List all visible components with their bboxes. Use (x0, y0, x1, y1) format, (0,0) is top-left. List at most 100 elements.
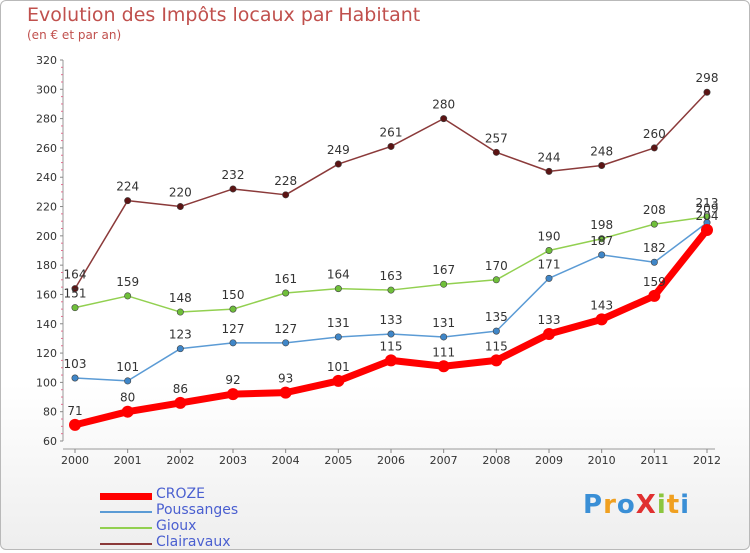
data-label: 86 (173, 382, 188, 396)
x-tick-label: 2008 (482, 454, 510, 467)
y-tick-label: 160 (36, 288, 57, 301)
data-point (545, 247, 553, 255)
data-label: 298 (696, 71, 719, 85)
data-point (492, 327, 500, 335)
legend-swatch (100, 492, 152, 500)
data-point (174, 396, 187, 409)
data-point (703, 88, 711, 96)
y-tick-label: 140 (36, 318, 57, 331)
data-point (121, 405, 134, 418)
data-label: 204 (696, 209, 719, 223)
data-label: 261 (380, 125, 403, 139)
data-label: 127 (222, 322, 245, 336)
data-label: 148 (169, 291, 192, 305)
data-point (71, 285, 79, 293)
data-label: 170 (485, 259, 508, 273)
data-label: 232 (222, 168, 245, 182)
y-tick-label: 320 (36, 54, 57, 67)
data-point (332, 374, 345, 387)
chart-title: Evolution des Impôts locaux par Habitant (27, 4, 421, 26)
data-label: 163 (380, 269, 403, 283)
y-tick-label: 100 (36, 376, 57, 389)
data-point (227, 388, 239, 401)
x-tick-label: 2007 (430, 454, 458, 467)
data-point (176, 345, 184, 353)
data-point (440, 333, 448, 341)
logo-letter: i (680, 490, 691, 520)
data-point (598, 162, 606, 170)
data-point (229, 305, 237, 313)
data-label: 159 (643, 275, 666, 289)
data-point (437, 360, 450, 373)
data-point (650, 258, 658, 266)
data-label: 71 (67, 404, 82, 418)
legend-swatch (100, 527, 152, 529)
logo-letter: X (635, 490, 657, 520)
data-label: 209 (696, 202, 719, 216)
data-point (648, 289, 661, 302)
y-tick-label: 240 (36, 171, 57, 184)
x-tick-label: 2002 (166, 454, 194, 467)
data-point (229, 185, 237, 193)
logo-letter: i (656, 490, 667, 520)
data-label: 220 (169, 186, 192, 200)
data-label: 150 (222, 288, 245, 302)
data-label: 249 (327, 143, 350, 157)
data-label: 115 (485, 339, 508, 353)
data-label: 92 (225, 373, 240, 387)
y-tick-label: 80 (43, 406, 57, 419)
data-point (229, 339, 237, 347)
data-label: 182 (643, 241, 666, 255)
x-tick-label: 2006 (377, 454, 405, 467)
data-point (334, 160, 342, 168)
data-label: 101 (327, 360, 350, 374)
data-point (492, 148, 500, 156)
data-label: 159 (116, 275, 139, 289)
data-label: 224 (116, 180, 139, 194)
x-tick-label: 2005 (324, 454, 352, 467)
data-label: 131 (432, 316, 455, 330)
series-lines (69, 88, 713, 431)
data-label: 280 (432, 98, 455, 112)
data-point (490, 354, 503, 367)
y-tick-label: 220 (36, 201, 57, 214)
legend-label: Clairavaux (156, 534, 231, 550)
y-tick-label: 180 (36, 259, 57, 272)
legend-label: Gioux (156, 518, 197, 534)
data-label: 80 (120, 391, 135, 405)
data-point (545, 274, 553, 282)
data-label: 133 (538, 313, 561, 327)
legend-swatch (100, 543, 152, 545)
data-label: 151 (64, 287, 87, 301)
data-label: 103 (64, 357, 87, 371)
data-label: 164 (327, 268, 350, 282)
data-label: 143 (590, 298, 613, 312)
data-label: 257 (485, 131, 508, 145)
data-point (282, 191, 290, 199)
data-point (440, 280, 448, 288)
data-label: 190 (538, 230, 561, 244)
data-label: 187 (590, 234, 613, 248)
y-tick-label: 280 (36, 113, 57, 126)
legend-label: Poussanges (156, 502, 239, 518)
data-label: 167 (432, 263, 455, 277)
logo-letter: o (616, 490, 636, 520)
axes: 60 80 100 120 140 160 180 200 220 240 260 280 300 320… (36, 54, 721, 467)
data-label: 213 (696, 196, 719, 210)
legend-swatch (100, 511, 152, 513)
x-tick-label: 2012 (693, 454, 721, 467)
x-tick-label: 2000 (61, 454, 89, 467)
data-point (492, 276, 500, 284)
data-point (279, 386, 292, 399)
data-point (176, 203, 184, 211)
data-point (387, 330, 395, 338)
data-point (543, 328, 555, 341)
y-tick-label: 60 (43, 435, 57, 448)
x-tick-label: 2001 (114, 454, 142, 467)
data-label: 133 (380, 313, 403, 327)
data-point (124, 197, 132, 205)
logo-letter: P (583, 490, 604, 520)
data-label: 93 (278, 372, 293, 386)
data-point (124, 377, 132, 385)
data-point (71, 304, 79, 312)
